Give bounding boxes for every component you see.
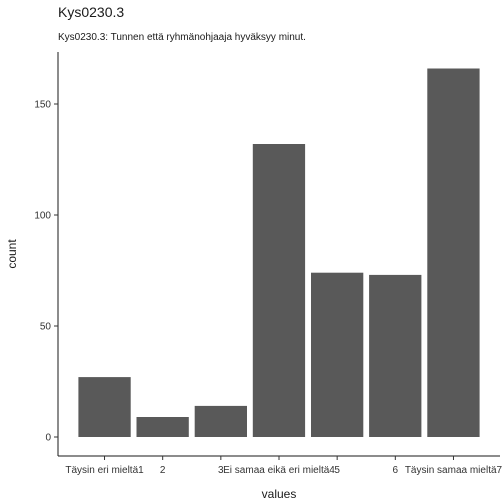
bar-7: [427, 68, 480, 437]
chart-subtitle: Kys0230.3: Tunnen että ryhmänohjaaja hyv…: [58, 32, 306, 43]
x-axis-ticks: Täysin eri mieltä1 2 3 Ei samaa eikä eri mi…: [65, 456, 503, 476]
bar-4: [252, 144, 306, 437]
y-axis-title: count: [5, 239, 19, 269]
bar-5: [311, 272, 364, 437]
x-tick-label: 3: [218, 465, 224, 476]
y-tick-label: 0: [45, 433, 51, 444]
bar-2: [136, 417, 189, 437]
chart-title: Kys0230.3: [58, 4, 125, 20]
x-tick-label: Täysin samaa mieltä7: [405, 465, 503, 476]
x-tick-label: Ei samaa eikä eri mieltä4: [223, 465, 335, 476]
x-tick-label: 5: [334, 465, 340, 476]
bar-3: [194, 405, 247, 437]
x-tick-label: 6: [393, 465, 399, 476]
y-tick-label: 100: [34, 211, 51, 222]
bar-6: [369, 274, 422, 437]
y-axis-ticks: 0 50 100 150: [34, 100, 58, 444]
x-axis-title: values: [262, 487, 297, 501]
y-tick-label: 50: [40, 322, 52, 333]
bar-1: [78, 377, 131, 437]
x-tick-label: Täysin eri mieltä1: [65, 465, 144, 476]
y-tick-label: 150: [34, 100, 51, 111]
x-tick-label: 2: [160, 465, 166, 476]
bars-group: [78, 68, 480, 437]
